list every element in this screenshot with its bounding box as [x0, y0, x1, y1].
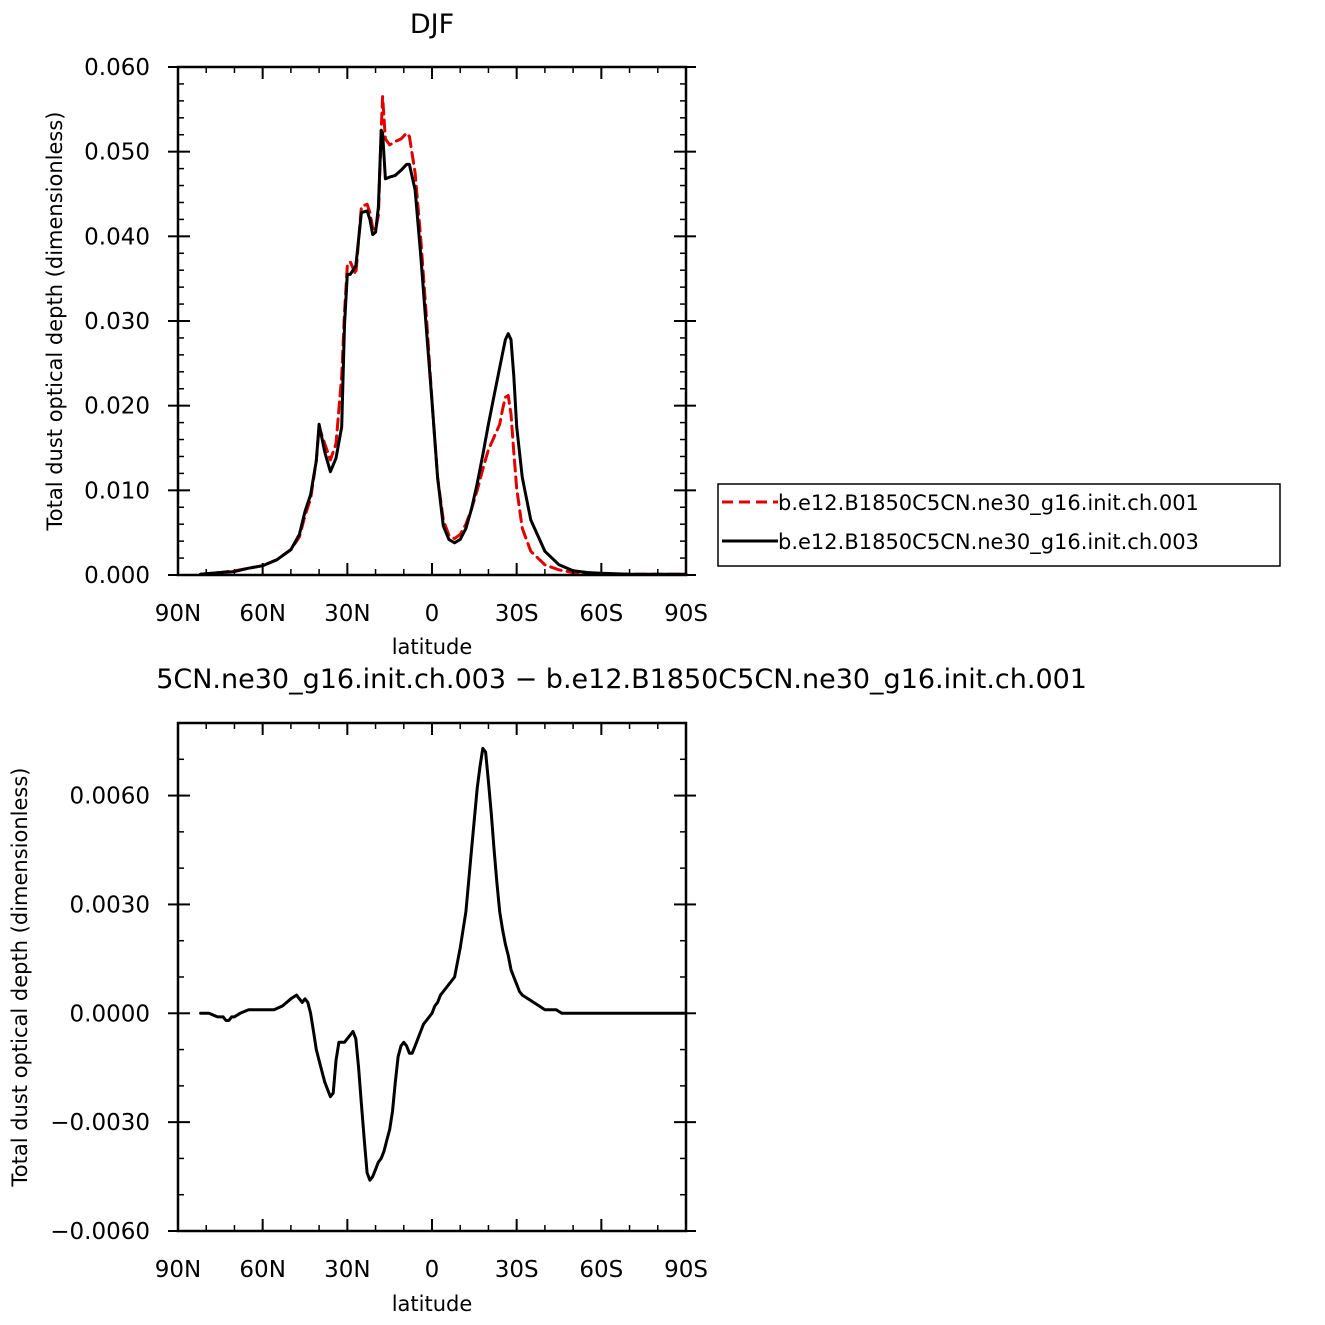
top-series-line-2	[199, 129, 688, 576]
top-y-tick-label: 0.010	[84, 478, 150, 504]
top-panel-series-group	[199, 95, 688, 576]
bottom-y-tick-label: 0.0030	[70, 892, 150, 918]
top-x-tick-label: 90S	[664, 601, 708, 627]
legend: b.e12.B1850C5CN.ne30_g16.init.ch.001 b.e…	[717, 483, 1281, 567]
legend-box	[717, 483, 1281, 567]
bottom-panel-title: 5CN.ne30_g16.init.ch.003 − b.e12.B1850C5…	[156, 664, 1087, 695]
top-y-tick-label: 0.040	[84, 224, 150, 250]
bottom-y-tick-label: 0.0000	[70, 1001, 150, 1027]
top-x-tick-label: 0	[425, 601, 440, 627]
top-panel: DJF 90N 60N 30N 0 30S 60S 90S 0.000 0.010 0.020 0.…	[43, 9, 1281, 659]
bottom-x-tick-label: 60S	[579, 1257, 623, 1283]
top-x-axis-label: latitude	[392, 635, 473, 659]
bottom-y-tick-label: −0.0060	[50, 1219, 150, 1245]
top-x-tick-label: 30S	[495, 601, 539, 627]
top-x-tick-label: 60S	[579, 601, 623, 627]
bottom-panel-series-group	[199, 746, 688, 1182]
top-y-tick-label: 0.000	[84, 563, 150, 589]
top-panel-ticks: 90N 60N 30N 0 30S 60S 90S 0.000 0.010 0.020 0.030 0…	[84, 55, 708, 627]
bottom-x-tick-label: 90N	[155, 1257, 201, 1283]
bottom-panel-ticks: 90N 60N 30N 0 30S 60S 90S −0.0060 −0.0030 0.0000 0…	[50, 722, 708, 1283]
bottom-x-axis-label: latitude	[392, 1292, 473, 1316]
bottom-x-tick-label: 0	[425, 1257, 440, 1283]
top-y-tick-label: 0.020	[84, 394, 150, 420]
top-x-tick-label: 90N	[155, 601, 201, 627]
bottom-panel: 5CN.ne30_g16.init.ch.003 − b.e12.B1850C5…	[8, 664, 1087, 1316]
top-x-tick-label: 30N	[324, 601, 370, 627]
bottom-x-tick-label: 90S	[664, 1257, 708, 1283]
top-y-axis-label: Total dust optical depth (dimensionless)	[43, 112, 67, 532]
legend-label-run-003: b.e12.B1850C5CN.ne30_g16.init.ch.003	[778, 530, 1199, 555]
bottom-x-tick-label: 30S	[495, 1257, 539, 1283]
bottom-series-line-1	[199, 746, 688, 1182]
bottom-y-axis-label: Total dust optical depth (dimensionless)	[8, 768, 32, 1188]
top-y-tick-label: 0.050	[84, 140, 150, 166]
top-x-tick-label: 60N	[239, 601, 285, 627]
bottom-x-tick-label: 30N	[324, 1257, 370, 1283]
bottom-y-tick-label: −0.0030	[50, 1110, 150, 1136]
legend-label-run-001: b.e12.B1850C5CN.ne30_g16.init.ch.001	[778, 491, 1199, 516]
top-y-tick-label: 0.060	[84, 55, 150, 81]
bottom-x-tick-label: 60N	[239, 1257, 285, 1283]
top-panel-title: DJF	[410, 9, 454, 40]
top-y-tick-label: 0.030	[84, 309, 150, 335]
bottom-y-tick-label: 0.0060	[70, 784, 150, 810]
